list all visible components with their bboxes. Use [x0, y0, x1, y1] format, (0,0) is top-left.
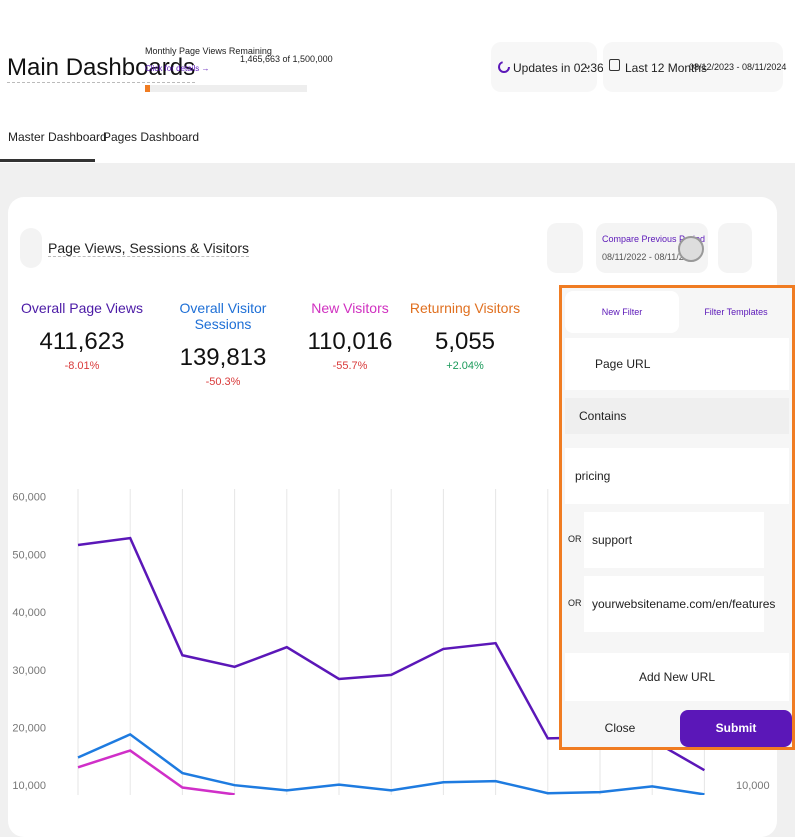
y-tick-label: 50,000 — [12, 549, 46, 561]
y-tick-label: 30,000 — [12, 665, 46, 677]
filter-button[interactable] — [718, 223, 752, 273]
tab-underline — [0, 159, 95, 162]
url-text: yourwebsitename.com/en/features — [592, 597, 776, 611]
operator-select[interactable]: Contains — [565, 398, 789, 434]
card-icon — [20, 228, 42, 268]
filter-tab[interactable]: New Filter — [565, 291, 679, 333]
quota-value: 1,465,663 of 1,500,000 — [240, 54, 333, 64]
metric-change: -50.3% — [205, 376, 241, 388]
url-entry: support — [584, 512, 764, 568]
filter-panel: New Filter Filter Templates Page URL Con… — [559, 285, 795, 750]
url-entry: pricing — [565, 448, 789, 504]
card-title: Page Views, Sessions & Visitors — [48, 240, 250, 257]
updates-button[interactable]: Updates in 02:36 ⌄ — [491, 42, 604, 92]
quota-link[interactable]: Click for details → — [145, 64, 210, 73]
field: Page URL — [595, 357, 651, 371]
export-button[interactable] — [547, 223, 583, 273]
submit-text: Submit — [715, 721, 757, 735]
chevron: ⌄ — [583, 60, 593, 72]
submit-button[interactable]: Submit — [680, 710, 792, 747]
operator: Contains — [579, 409, 627, 423]
y-tick-label: 20,000 — [12, 723, 46, 735]
add-text: Add New URL — [638, 670, 716, 684]
tab-text: New Filter — [601, 307, 643, 317]
y2-tick-label: 10,000 — [736, 780, 770, 792]
period: Last 12 Months — [625, 61, 708, 75]
metric-change: +2.04% — [446, 360, 484, 372]
page-title: Main Dashboards — [7, 54, 196, 83]
add-url[interactable]: Add New URL — [565, 653, 789, 701]
metric: Overall Visitor Sessions 139,813 -50.3% — [158, 300, 288, 388]
field-select[interactable]: Page URL — [565, 338, 789, 390]
tab-text: Filter Templates — [704, 307, 768, 317]
top-bar: Main Dashboards Monthly Page Views Remai… — [0, 0, 795, 163]
compare-range: 08/11/2022 - 08/11/2023 — [602, 252, 699, 262]
tab-pages[interactable]: Pages Dashboard — [103, 130, 199, 144]
metric-value: 139,813 — [179, 344, 267, 371]
series-line — [77, 732, 705, 795]
url-entry: yourwebsitename.com/en/features — [584, 576, 775, 632]
tab-text: Master Dashboard — [8, 130, 107, 144]
updates-text: Updates in 02:36 — [513, 61, 604, 75]
date-picker[interactable]: Last 12 Months 08/12/2023 - 08/11/2024 — [603, 42, 787, 92]
metric-value: 110,016 — [307, 328, 393, 355]
url-text: support — [592, 533, 633, 547]
refresh-icon — [498, 61, 510, 73]
y-tick-label: 40,000 — [12, 607, 46, 619]
metric: Returning Visitors 5,055 +2.04% — [400, 300, 530, 372]
y-tick-label: 10,000 — [12, 780, 46, 792]
compare-toggle[interactable]: Compare Previous Period 08/11/2022 - 08/… — [596, 223, 708, 273]
or-label: OR — [568, 598, 582, 608]
metric: New Visitors 110,016 -55.7% — [285, 300, 415, 372]
metric-value: 5,055 — [434, 328, 496, 355]
tab-master[interactable]: Master Dashboard — [8, 130, 107, 144]
quota-label: Monthly Page Views Remaining — [145, 46, 272, 56]
metric-name: Returning Visitors — [409, 300, 521, 316]
metric-name: Overall Page Views — [21, 300, 143, 316]
metric-value: 411,623 — [39, 328, 125, 355]
quota-bar — [145, 85, 307, 92]
toggle[interactable] — [678, 236, 704, 262]
or-label: OR — [568, 534, 582, 544]
calendar-icon — [609, 59, 620, 71]
tab-text: Pages Dashboard — [103, 130, 200, 144]
close-text: Close — [604, 721, 636, 735]
metric-change: -55.7% — [332, 360, 368, 372]
close-button[interactable]: Close — [565, 710, 675, 747]
y-tick-label: 60,000 — [12, 492, 46, 504]
metric-name: Overall Visitor Sessions — [179, 300, 267, 332]
series-line — [77, 749, 235, 795]
range: 08/12/2023 - 08/11/2024 — [689, 62, 787, 72]
url-text: pricing — [575, 469, 611, 483]
metric: Overall Page Views 411,623 -8.01% — [17, 300, 147, 372]
filter-tab[interactable]: Filter Templates — [680, 291, 792, 333]
metric-change: -8.01% — [64, 360, 100, 372]
metric-name: New Visitors — [311, 300, 389, 316]
compare-label: Compare Previous Period — [602, 234, 706, 244]
